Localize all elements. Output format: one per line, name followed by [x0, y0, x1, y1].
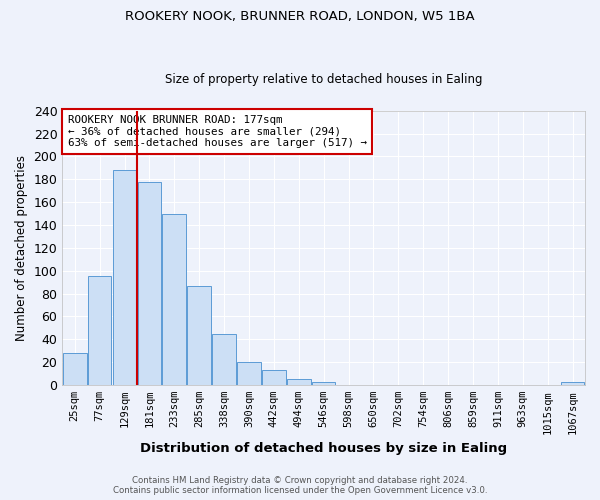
Bar [212, 334, 236, 385]
Bar [113, 170, 136, 385]
X-axis label: Distribution of detached houses by size in Ealing: Distribution of detached houses by size … [140, 442, 507, 455]
Bar [262, 370, 286, 385]
Bar [237, 362, 261, 385]
Bar [561, 382, 584, 385]
Y-axis label: Number of detached properties: Number of detached properties [15, 155, 28, 341]
Text: Contains HM Land Registry data © Crown copyright and database right 2024.
Contai: Contains HM Land Registry data © Crown c… [113, 476, 487, 495]
Bar [287, 380, 311, 385]
Bar [187, 286, 211, 385]
Text: ROOKERY NOOK BRUNNER ROAD: 177sqm
← 36% of detached houses are smaller (294)
63%: ROOKERY NOOK BRUNNER ROAD: 177sqm ← 36% … [68, 115, 367, 148]
Bar [163, 214, 186, 385]
Text: ROOKERY NOOK, BRUNNER ROAD, LONDON, W5 1BA: ROOKERY NOOK, BRUNNER ROAD, LONDON, W5 1… [125, 10, 475, 23]
Title: Size of property relative to detached houses in Ealing: Size of property relative to detached ho… [165, 73, 482, 86]
Bar [137, 182, 161, 385]
Bar [88, 276, 112, 385]
Bar [312, 382, 335, 385]
Bar [63, 353, 86, 385]
